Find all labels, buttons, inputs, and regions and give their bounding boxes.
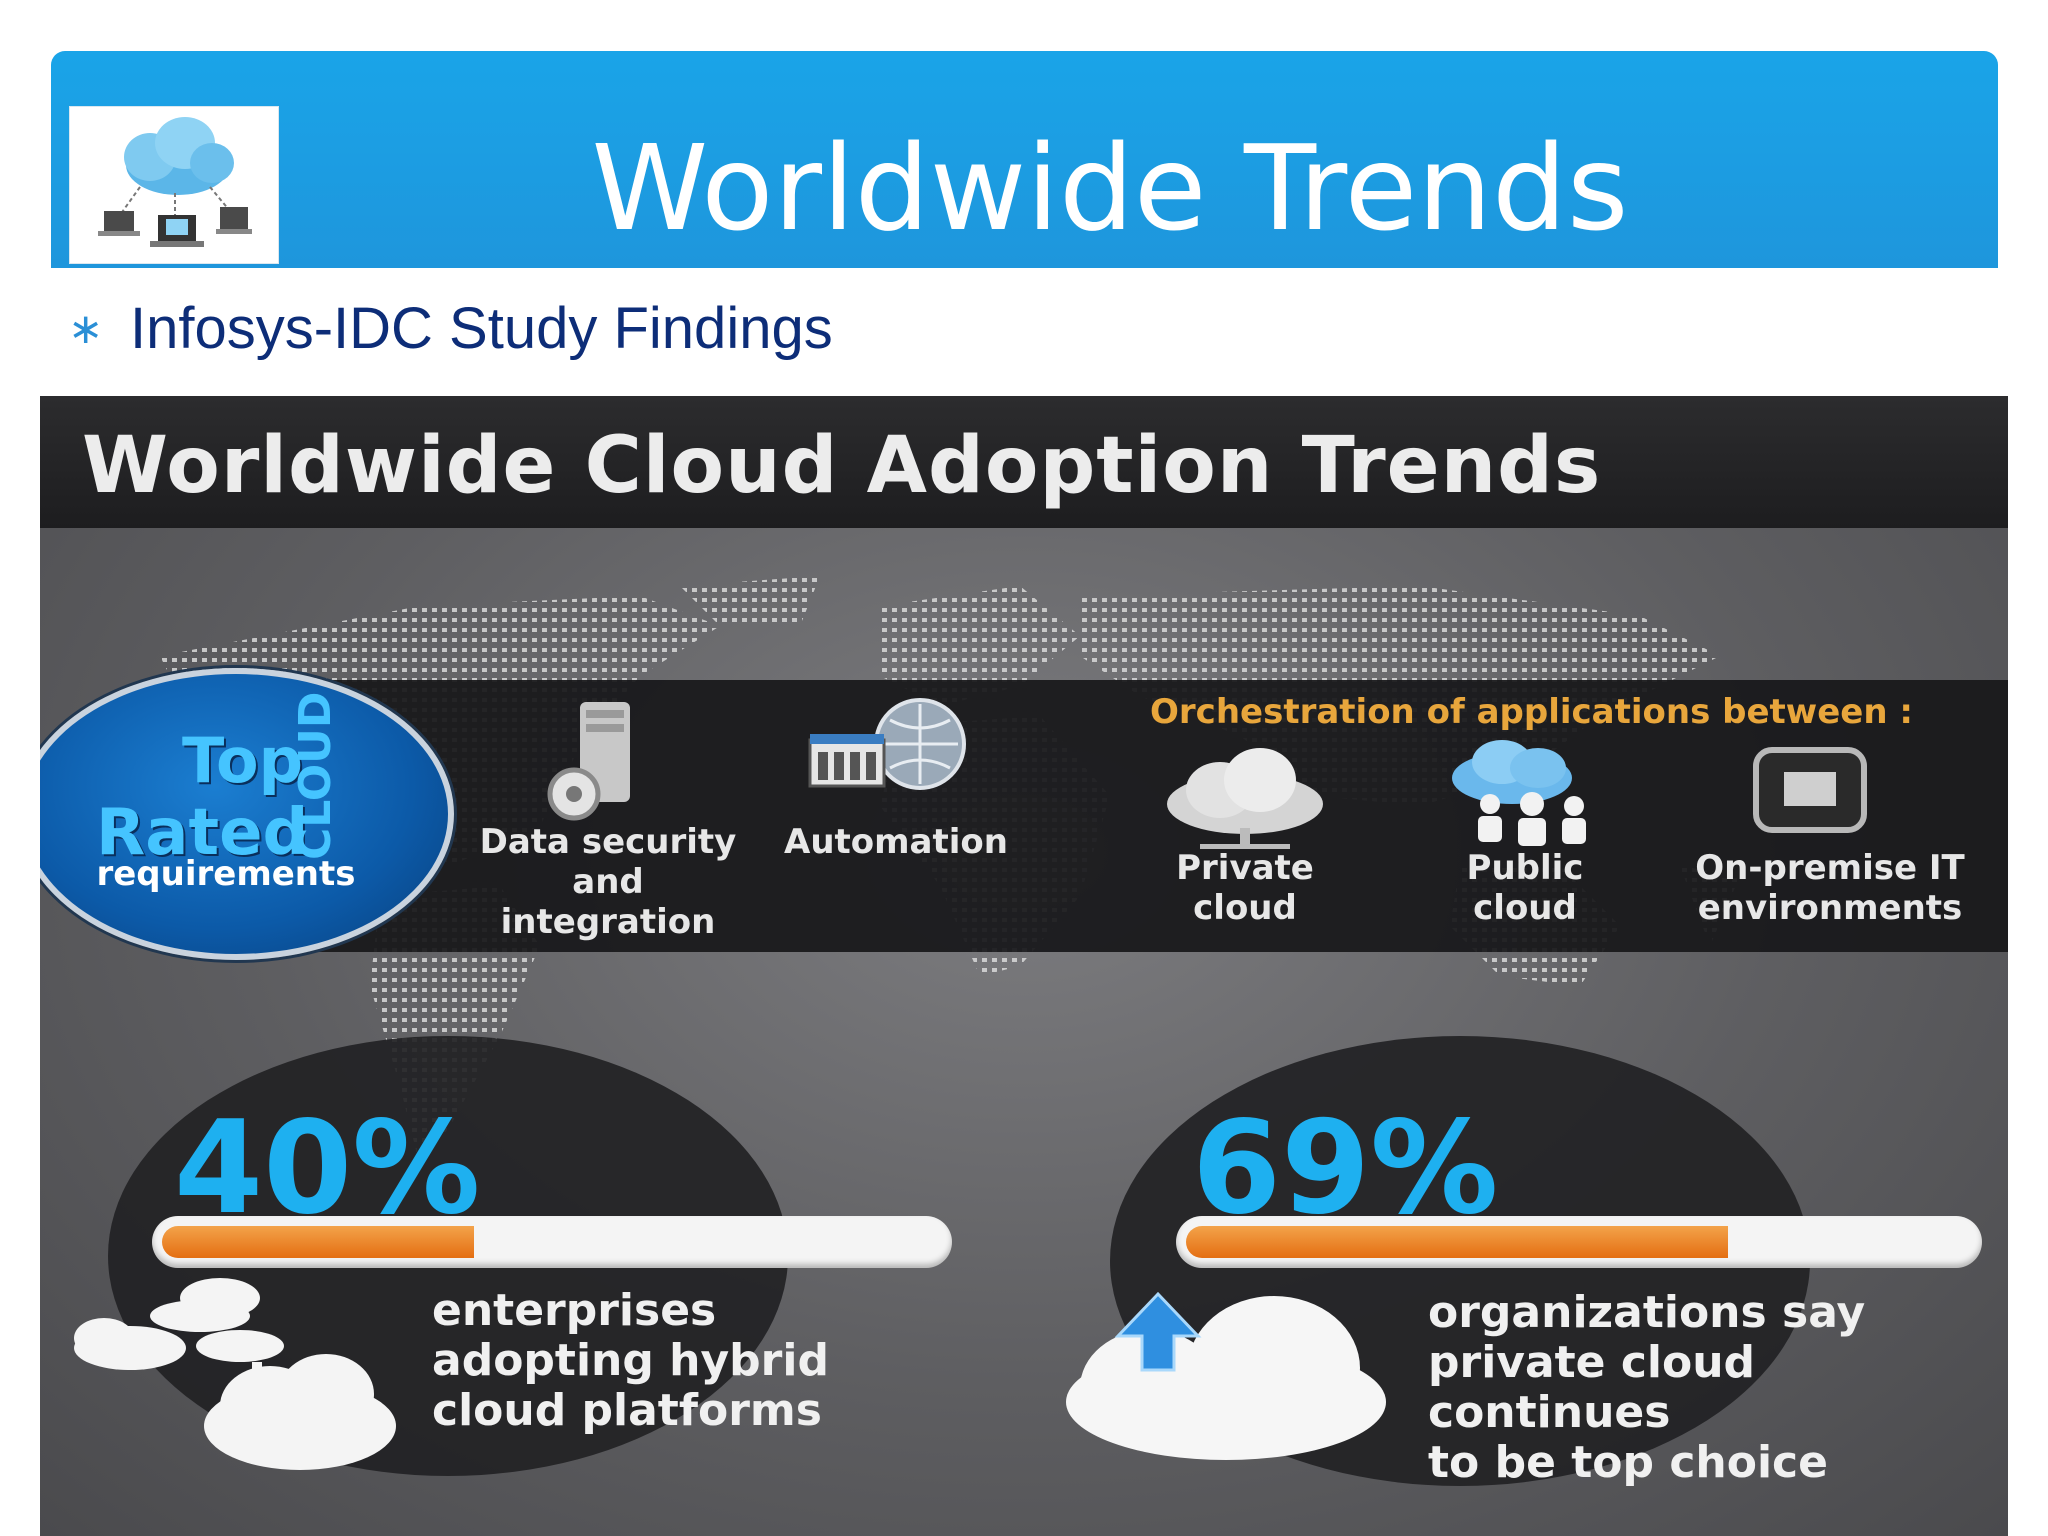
requirement-label-automation: Automation <box>784 822 1008 862</box>
title-bar <box>51 51 1998 268</box>
infographic-header: Worldwide Cloud Adoption Trends <box>40 396 2008 528</box>
automation-icon <box>808 698 966 790</box>
cloud-upload-icon <box>1066 1291 1386 1460</box>
bullet-item: ∗ Infosys-IDC Study Findings <box>68 288 833 368</box>
stat-value: 69% <box>1192 1094 1499 1243</box>
badge-rated-text: Rated <box>96 796 309 870</box>
asterisk-icon: ∗ <box>68 303 104 353</box>
infographic-title: Worldwide Cloud Adoption Trends <box>82 421 1602 511</box>
public-cloud-icon <box>1452 740 1586 846</box>
logo <box>69 106 279 264</box>
stat-description: organizations say private cloud continue… <box>1428 1287 1866 1488</box>
stat-value: 40% <box>174 1094 481 1243</box>
on-premise-icon <box>1753 747 1867 833</box>
progress-bar <box>1176 1216 1982 1268</box>
requirements-band <box>260 680 2008 952</box>
cloud-network-icon <box>98 117 252 247</box>
orchestration-label-public-cloud: Public cloud <box>1466 848 1584 928</box>
requirement-label-data-security: Data security and integration <box>479 822 737 942</box>
progress-fill <box>1186 1226 1728 1258</box>
orchestration-label-on-premise: On-premise IT environments <box>1695 848 1965 928</box>
clouds-icon <box>74 1278 396 1470</box>
bullet-text: Infosys-IDC Study Findings <box>130 295 833 361</box>
data-security-icon <box>547 702 630 821</box>
private-cloud-icon <box>1167 748 1323 849</box>
progress-bar <box>152 1216 952 1268</box>
progress-fill <box>162 1226 474 1258</box>
stat-description: enterprises adopting hybrid cloud platfo… <box>432 1285 829 1436</box>
top-rated-badge <box>40 668 454 960</box>
badge-top-text: Top <box>182 724 304 797</box>
badge-cloud-text: CLOUD <box>290 691 341 860</box>
orchestration-label-private-cloud: Private cloud <box>1176 848 1314 928</box>
badge-requirements-text: requirements <box>96 854 356 894</box>
infographic: Worldwide Cloud Adoption Trends Top Rate… <box>40 396 2008 1536</box>
slide-title: Worldwide Trends <box>591 119 1629 257</box>
orchestration-heading: Orchestration of applications between : <box>1150 692 1913 732</box>
